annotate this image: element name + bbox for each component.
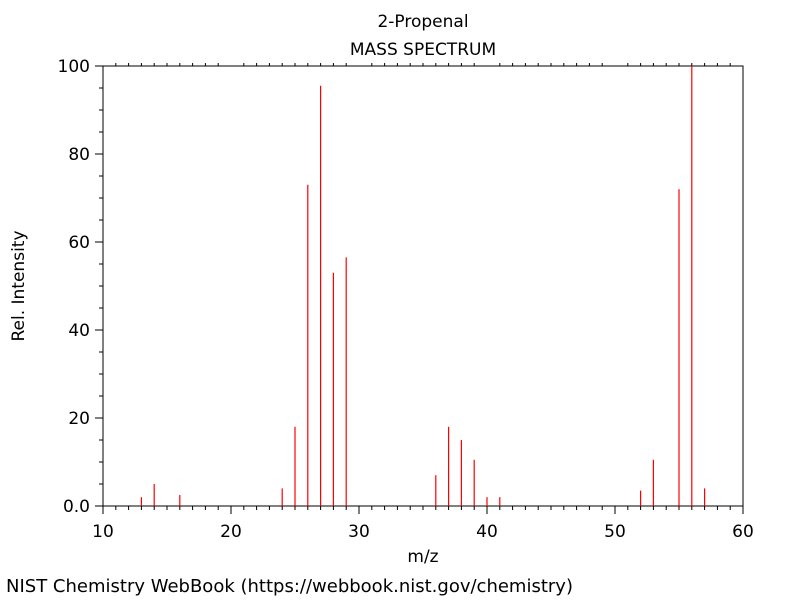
chart-subtitle: MASS SPECTRUM bbox=[350, 40, 496, 60]
plot-area: 10 20 30 40 50 60 0.0 20 40 60 80 100 bbox=[58, 57, 754, 542]
y-tick-label: 100 bbox=[58, 57, 90, 77]
x-axis-label: m/z bbox=[407, 547, 438, 567]
source-credit: NIST Chemistry WebBook (https://webbook.… bbox=[6, 576, 573, 597]
y-axis-label: Rel. Intensity bbox=[9, 230, 29, 341]
chart-title: 2-Propenal bbox=[377, 12, 468, 32]
x-tick-label: 30 bbox=[348, 522, 370, 542]
mass-spectrum-chart: 2-Propenal MASS SPECTRUM 10 20 30 40 50 60 0.0… bbox=[9, 12, 754, 567]
y-tick-label: 0.0 bbox=[63, 497, 90, 517]
x-tick-label: 40 bbox=[476, 522, 498, 542]
x-tick-label: 50 bbox=[604, 522, 626, 542]
x-tick-label: 10 bbox=[92, 522, 114, 542]
plot-frame bbox=[102, 65, 744, 507]
y-tick-label: 20 bbox=[68, 409, 90, 429]
x-tick-label: 20 bbox=[220, 522, 242, 542]
y-tick-label: 60 bbox=[68, 233, 90, 253]
x-tick-label: 60 bbox=[732, 522, 754, 542]
y-tick-label: 40 bbox=[68, 321, 90, 341]
y-tick-label: 80 bbox=[68, 145, 90, 165]
